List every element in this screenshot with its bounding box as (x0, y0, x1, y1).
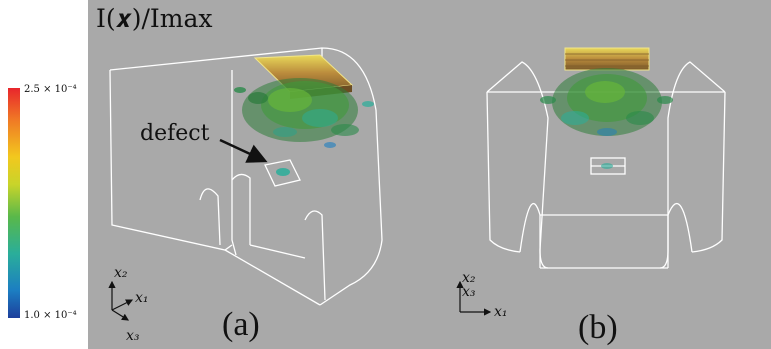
wavefield-b (540, 68, 673, 169)
axis-b-x2-label: x₂ (462, 270, 476, 286)
render-background (88, 0, 771, 349)
axis-a-x1-label: x₁ (135, 290, 149, 306)
axes-b (456, 280, 492, 316)
colorbar-max-label: 2.5 × 10⁻⁴ (24, 84, 77, 95)
axis-a-x2-label: x₂ (114, 265, 128, 281)
colorbar (8, 88, 20, 318)
axes-a (108, 280, 134, 321)
defect-arrow (219, 138, 268, 163)
axis-b-x3-label: x₃ (462, 284, 476, 300)
defect-label: defect (140, 121, 210, 146)
panel-b-label: (b) (578, 309, 618, 346)
axis-b-x1-label: x₁ (494, 304, 508, 320)
wavefield-a (234, 78, 374, 176)
panel-a-label: (a) (222, 306, 260, 343)
colorbar-min-label: 1.0 × 10⁻⁴ (24, 310, 77, 321)
axis-a-x3-label: x₃ (126, 328, 140, 344)
transducer-b (564, 47, 650, 71)
figure-title: I(𝒙)/Imax (96, 4, 213, 33)
